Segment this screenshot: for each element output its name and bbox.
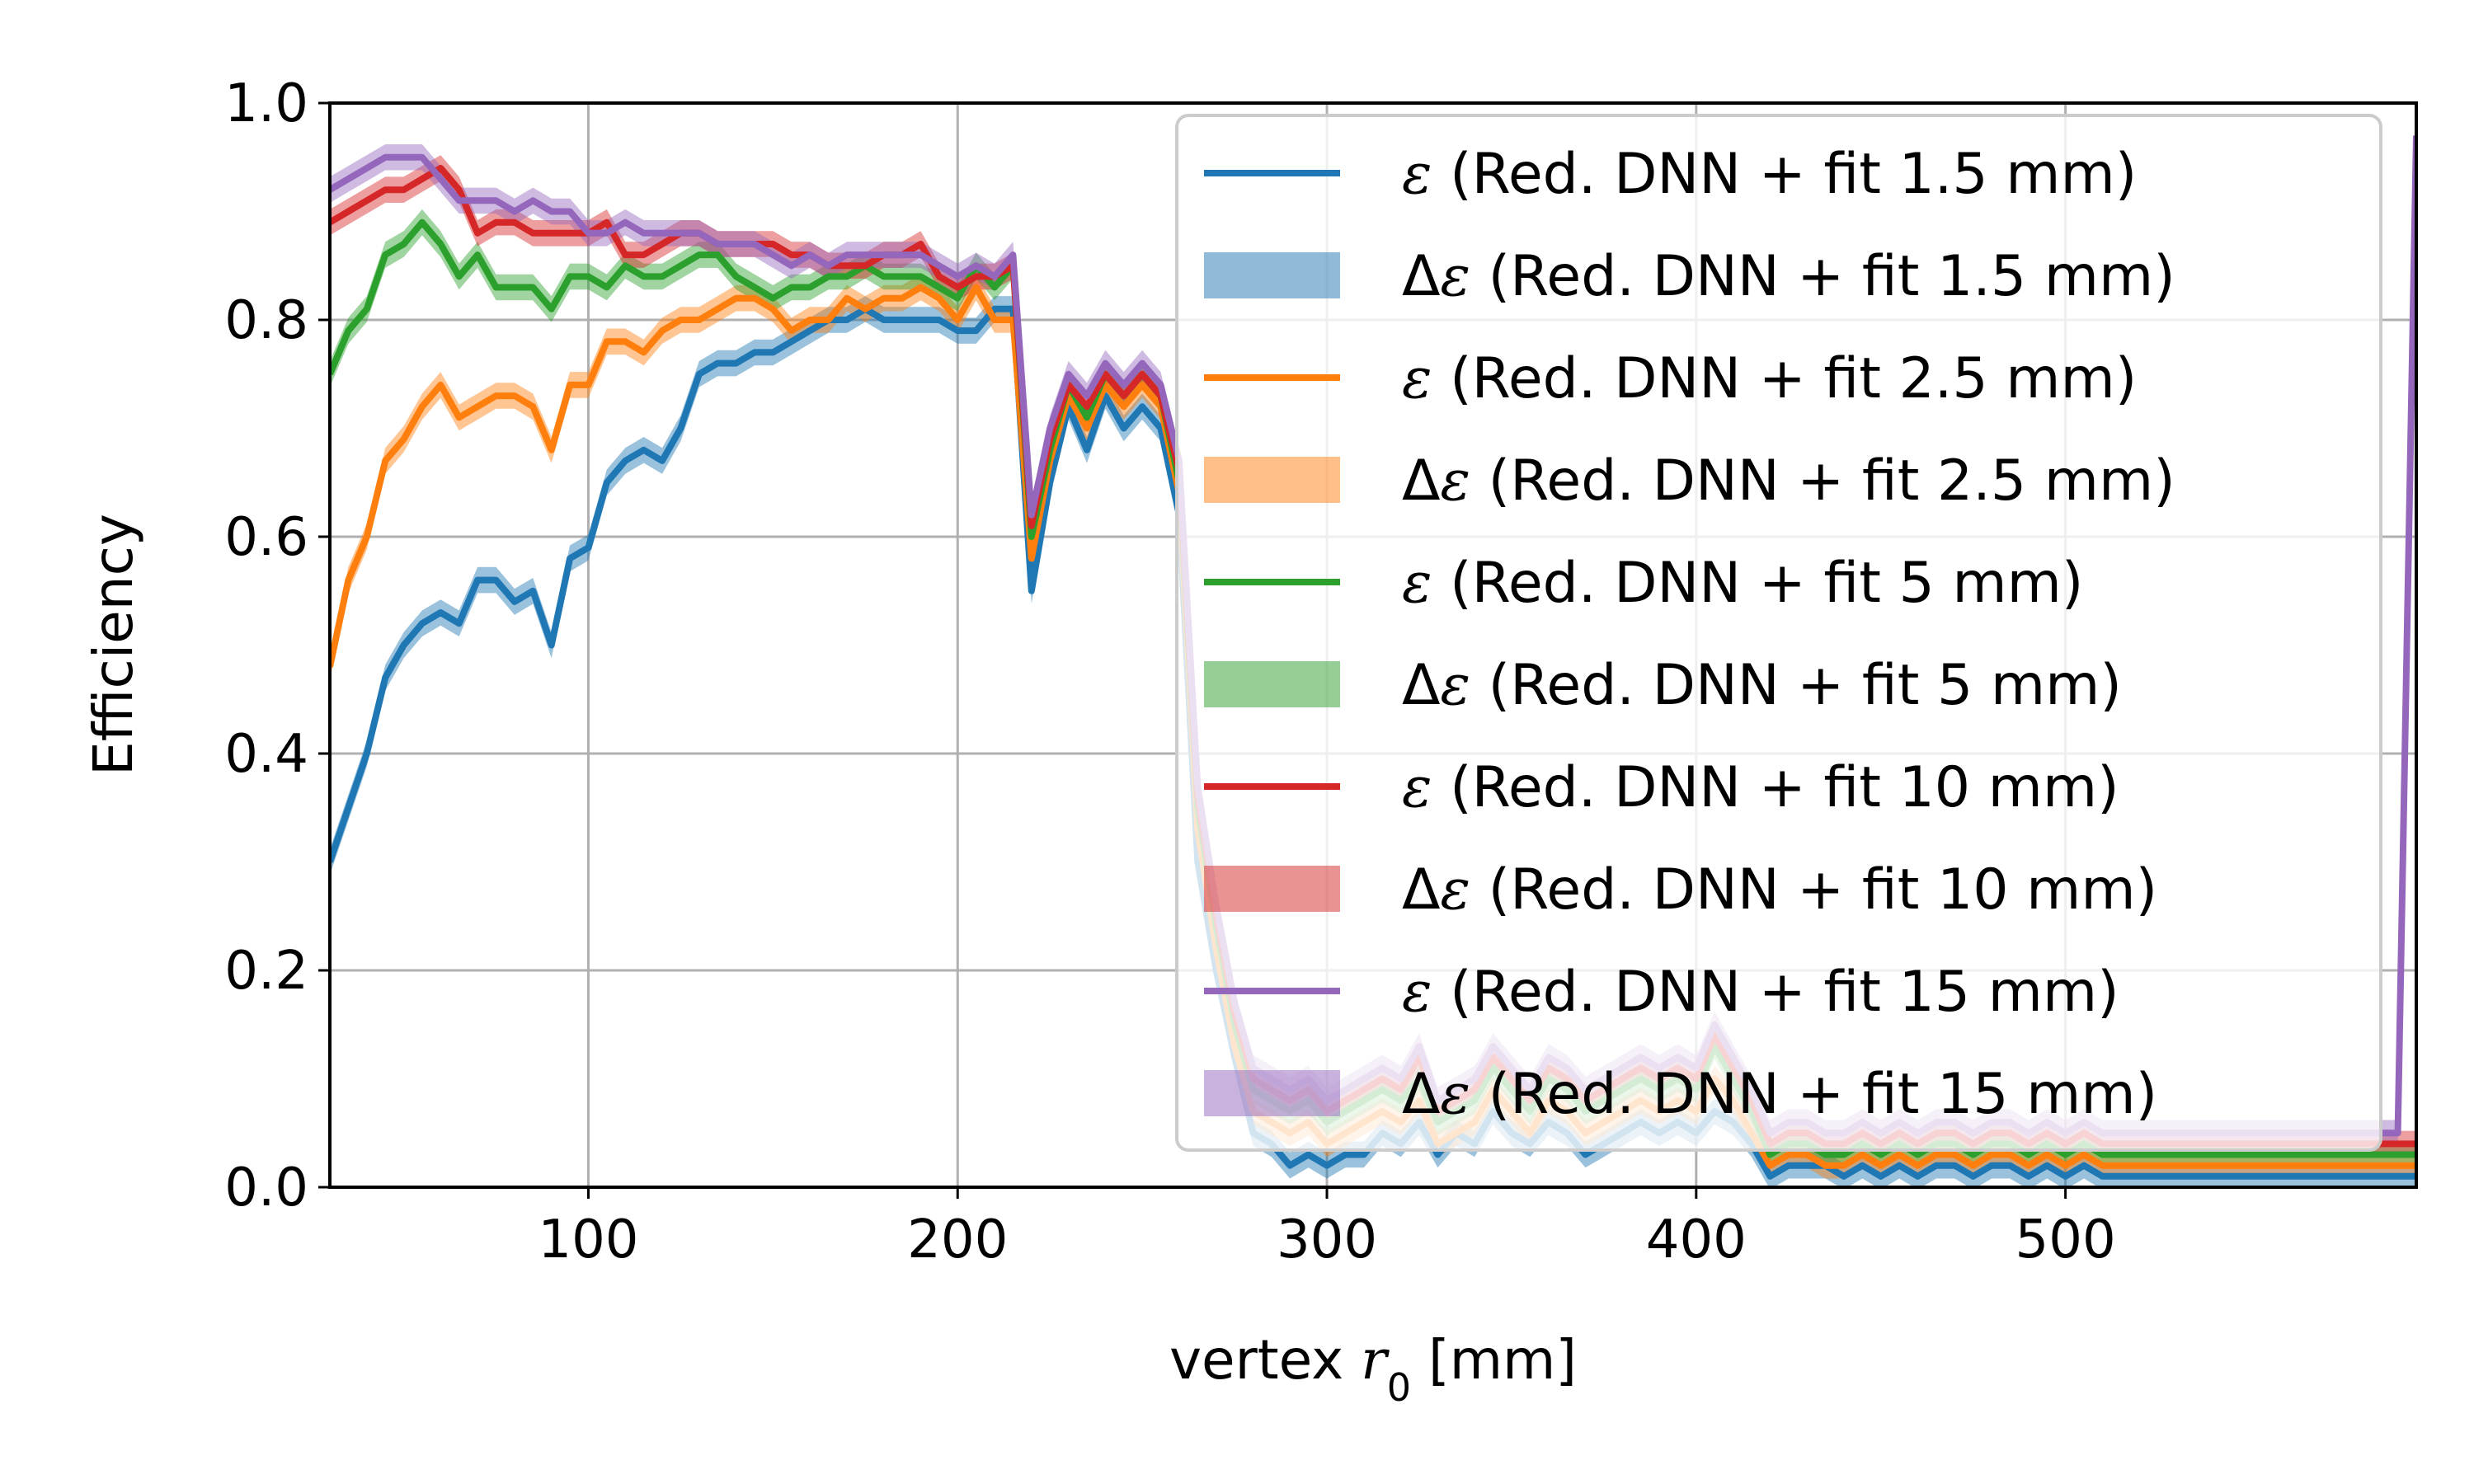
legend-frame <box>1175 114 2382 1152</box>
legend-band-swatch <box>1204 1070 1340 1116</box>
legend-entry-label: Δε (Red. DNN + fit 2.5 mm) <box>1402 448 2175 514</box>
legend-band-swatch <box>1204 866 1340 912</box>
x-tick-label: 400 <box>1646 1209 1747 1270</box>
legend-entry-label: ε (Red. DNN + fit 15 mm) <box>1402 960 2119 1025</box>
legend-band-swatch <box>1204 252 1340 298</box>
legend-entry-label: Δε (Red. DNN + fit 1.5 mm) <box>1402 244 2175 309</box>
y-tick-label: 0.8 <box>224 290 308 351</box>
legend-band-swatch <box>1204 457 1340 503</box>
y-axis-label: Efficiency <box>82 514 145 776</box>
legend: ε (Red. DNN + fit 1.5 mm) Δε (Red. DNN + … <box>1175 114 2382 1152</box>
x-axis-ticks: 100 200 300 400 500 <box>538 1187 2116 1270</box>
y-tick-label: 0.6 <box>224 507 308 568</box>
y-axis-ticks: 0.0 0.2 0.4 0.6 0.8 1.0 <box>224 73 330 1219</box>
legend-entry-label: Δε (Red. DNN + fit 10 mm) <box>1402 857 2157 923</box>
legend-entry-label: ε (Red. DNN + fit 10 mm) <box>1402 755 2119 820</box>
y-tick-label: 0.4 <box>224 724 308 785</box>
x-tick-label: 200 <box>907 1209 1008 1270</box>
plot-frame <box>328 101 2418 1189</box>
x-tick-label: 500 <box>2015 1209 2116 1270</box>
y-tick-label: 0.2 <box>224 941 308 1002</box>
error-band-2 <box>330 209 2416 1168</box>
legend-entry-label: ε (Red. DNN + fit 2.5 mm) <box>1402 346 2137 411</box>
y-tick-label: 0.0 <box>224 1158 308 1219</box>
legend-entry-label: ε (Red. DNN + fit 5 mm) <box>1402 551 2083 616</box>
error-bands <box>330 122 2416 1187</box>
x-tick-label: 300 <box>1277 1209 1377 1270</box>
legend-entry-label: Δε (Red. DNN + fit 5 mm) <box>1402 653 2122 718</box>
x-axis-label: vertex r0 [mm] <box>1169 1328 1577 1410</box>
legend-entry-label: Δε (Red. DNN + fit 15 mm) <box>1402 1062 2157 1127</box>
legend-entry-label: ε (Red. DNN + fit 1.5 mm) <box>1402 142 2137 207</box>
legend-band-swatch <box>1204 661 1340 707</box>
x-tick-label: 100 <box>538 1209 638 1270</box>
y-tick-label: 1.0 <box>224 73 308 134</box>
